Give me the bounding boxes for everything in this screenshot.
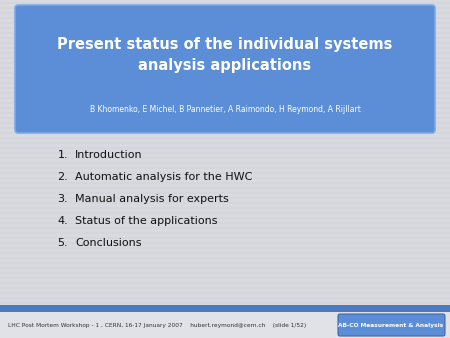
Text: 3.: 3.: [58, 194, 68, 204]
FancyBboxPatch shape: [338, 314, 445, 336]
Text: 4.: 4.: [57, 216, 68, 226]
Text: B Khomenko, E Michel, B Pannetier, A Raimondo, H Reymond, A Rijllart: B Khomenko, E Michel, B Pannetier, A Rai…: [90, 105, 360, 115]
Text: Status of the applications: Status of the applications: [75, 216, 217, 226]
Text: 2.: 2.: [57, 172, 68, 182]
Text: 5.: 5.: [58, 238, 68, 248]
Text: Introduction: Introduction: [75, 150, 143, 160]
Bar: [0, 305, 450, 312]
Text: LHC Post Mortem Workshop - 1 , CERN, 16-17 January 2007    hubert.reymond@cern.c: LHC Post Mortem Workshop - 1 , CERN, 16-…: [8, 322, 306, 328]
Text: Automatic analysis for the HWC: Automatic analysis for the HWC: [75, 172, 252, 182]
Text: 1.: 1.: [58, 150, 68, 160]
Text: Manual analysis for experts: Manual analysis for experts: [75, 194, 229, 204]
FancyBboxPatch shape: [15, 5, 435, 133]
Text: Present status of the individual systems
analysis applications: Present status of the individual systems…: [57, 37, 393, 73]
Text: Conclusions: Conclusions: [75, 238, 141, 248]
Bar: [0, 312, 450, 338]
Text: AB-CO Measurement & Analysis: AB-CO Measurement & Analysis: [338, 322, 444, 328]
